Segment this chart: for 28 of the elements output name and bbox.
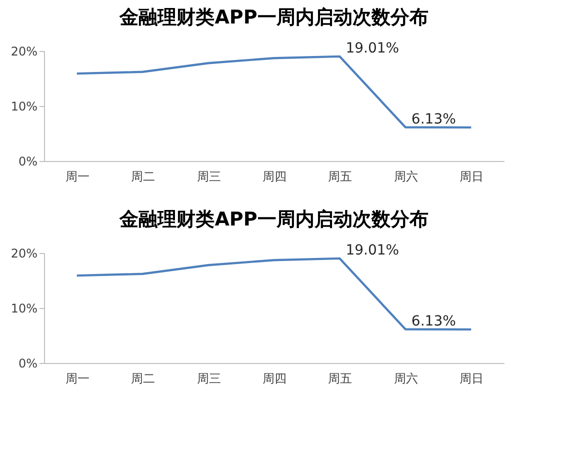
x-tick-label: 周六: [394, 170, 418, 184]
data-label: 19.01%: [346, 40, 400, 56]
x-tick-label: 周三: [196, 372, 221, 386]
x-tick-label: 周日: [460, 170, 484, 184]
x-tick-label: 周二: [131, 372, 156, 386]
y-tick-label: 10%: [10, 100, 38, 114]
data-label: 6.13%: [411, 313, 456, 330]
chart-title: 金融理财类APP一周内启动次数分布: [118, 6, 428, 28]
x-tick-label: 周日: [460, 372, 484, 386]
x-tick-label: 周五: [328, 372, 352, 386]
x-tick-label: 周一: [65, 170, 90, 184]
y-tick-label: 20%: [10, 246, 38, 260]
x-tick-label: 周五: [328, 170, 352, 184]
y-tick-label: 0%: [18, 356, 38, 370]
y-tick-label: 10%: [10, 302, 38, 316]
data-label: 6.13%: [411, 111, 456, 128]
y-tick-label: 20%: [10, 44, 38, 58]
chart-title: 金融理财类APP一周内启动次数分布: [118, 208, 428, 230]
x-tick-label: 周二: [131, 170, 156, 184]
x-tick-label: 周一: [65, 372, 90, 386]
x-tick-label: 周四: [262, 372, 286, 386]
line-series: [76, 257, 472, 331]
x-tick-label: 周四: [262, 170, 286, 184]
y-tick-label: 0%: [18, 154, 38, 168]
data-label: 19.01%: [346, 242, 400, 258]
line-series: [76, 55, 472, 129]
x-tick-label: 周六: [394, 372, 418, 386]
x-tick-label: 周三: [196, 170, 221, 184]
